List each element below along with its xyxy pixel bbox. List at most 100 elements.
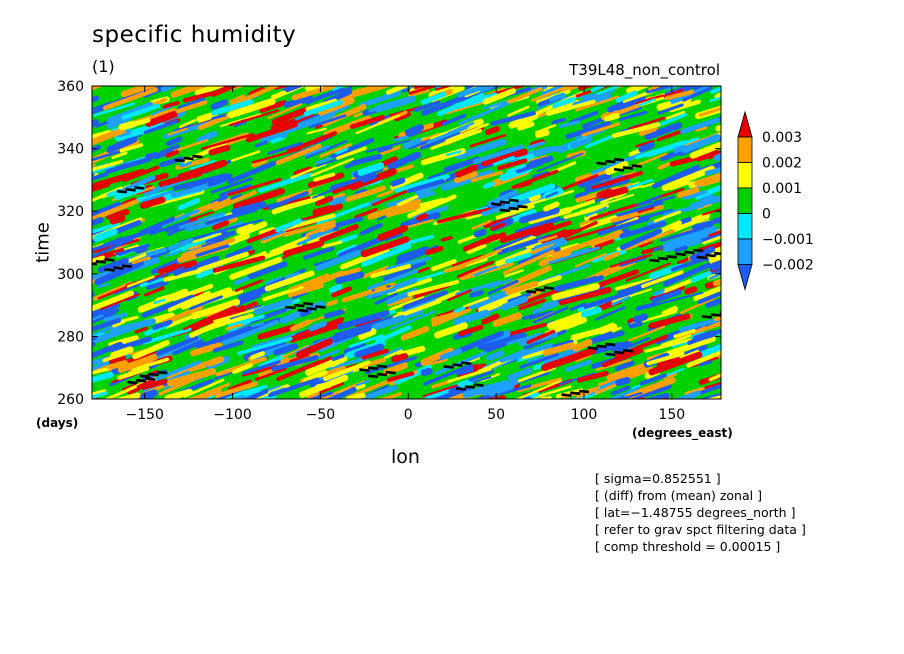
field-patch [215,381,258,398]
field-patch [609,200,664,220]
field-patch [312,203,343,216]
field-patch [487,190,519,207]
field-patch [319,143,353,158]
field-patch [391,353,409,363]
field-patch [131,357,170,372]
field-patch [487,279,519,295]
field-patch [550,399,567,409]
field-patch [92,391,109,399]
field-patch [371,314,406,331]
field-patch [628,325,666,342]
field-patch [692,86,705,91]
field-patch [267,141,303,155]
field-patch [440,235,453,242]
field-patch [227,97,276,119]
field-patch [662,260,716,287]
field-patch [690,270,712,283]
field-patch [361,236,410,258]
field-patch [640,182,655,189]
field-patch [721,342,735,350]
field-patch [175,100,208,114]
field-patch [237,336,293,356]
field-patch [676,187,700,199]
field-patch [328,356,370,370]
field-patch [315,195,334,207]
field-patch [622,96,646,107]
field-patch [594,382,619,395]
field-patch [693,284,721,302]
field-patch [516,121,535,131]
field-patch [111,336,152,353]
field-patch [538,235,558,243]
field-patch [331,286,353,298]
field-patch [153,360,201,382]
threshold-dash [570,391,581,395]
field-patch [92,159,124,173]
field-patch [355,379,370,387]
field-patch [396,194,419,207]
field-patch [259,242,303,261]
threshold-dash [92,262,98,266]
run-label: T39L48_non_control [569,61,720,79]
field-patch [660,334,692,347]
field-patch [668,179,691,191]
threshold-dash [587,346,598,350]
field-patch [375,325,411,344]
field-patch [681,133,721,154]
field-patch [202,315,244,332]
field-patch [586,330,625,345]
field-patch [603,251,620,261]
threshold-dash [622,348,634,353]
field-patch [143,119,179,135]
field-patch [376,189,394,198]
field-patch [374,285,388,294]
field-patch [242,360,281,375]
field-patch [92,314,104,321]
field-patch [336,146,367,160]
field-patch [228,94,245,104]
field-patch [275,143,322,166]
field-patch [232,187,285,210]
field-patch [594,239,615,249]
field-patch [387,371,415,382]
y-tick-label: 280 [57,329,84,345]
field-patch [210,177,253,194]
field-patch [58,354,93,372]
field-patch [597,216,651,236]
field-patch [601,186,629,199]
threshold-dash [666,255,677,259]
field-patch [472,144,525,164]
field-patch [197,251,249,273]
field-patch [134,326,148,334]
colorbar-swatch [737,187,753,214]
field-patch [92,201,122,227]
field-patch [698,98,721,117]
field-patch [92,341,123,359]
colorbar-swatch [737,162,753,189]
field-patch [541,347,597,372]
field-patch [516,286,566,307]
field-patch [109,214,126,225]
field-patch [430,258,457,272]
y-axis: 260 280 300 320 340 360 [57,79,721,408]
field-patch [92,371,114,390]
field-patch [619,220,667,239]
field-patch [283,71,323,85]
threshold-dash [157,370,168,375]
field-patch [490,222,506,231]
field-patch [170,86,223,98]
note-line: [ lat=−1.48755 degrees_north ] [595,505,796,520]
field-patch [348,334,384,349]
field-patch [303,391,334,399]
threshold-dash [192,154,203,159]
field-patch [287,74,306,84]
field-patch [311,356,332,367]
field-patch [359,90,401,108]
field-patch [259,100,287,113]
field-patch [434,322,468,339]
field-patch [153,393,206,399]
field-patch [377,224,409,241]
field-patch [445,122,489,142]
field-patch [630,310,677,326]
field-patch [644,122,683,140]
